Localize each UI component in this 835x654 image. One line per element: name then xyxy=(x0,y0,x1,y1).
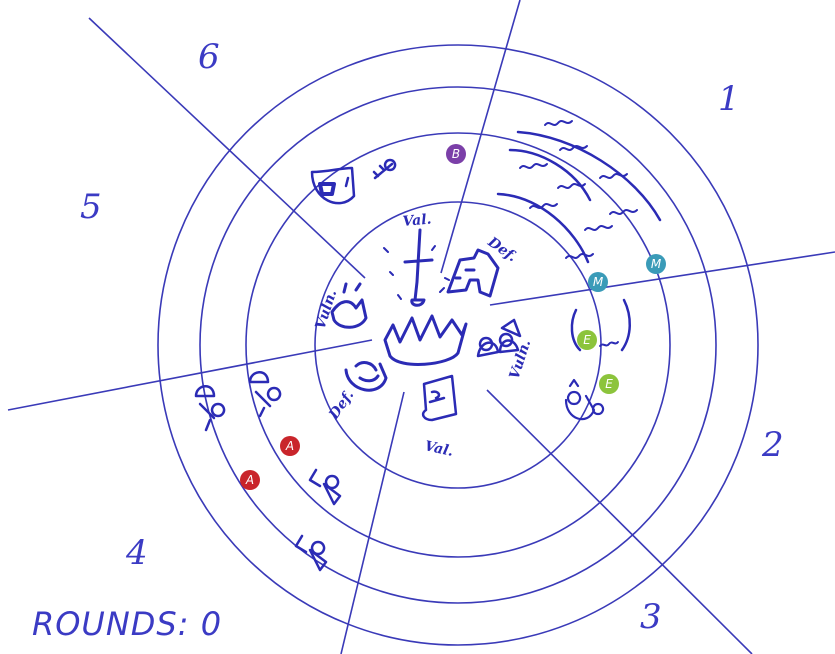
bridge-sketch[interactable] xyxy=(570,298,631,352)
rings xyxy=(157,44,759,646)
ring-second[interactable] xyxy=(245,132,671,558)
ring-third[interactable] xyxy=(199,86,717,604)
center-label-bottom: Val. xyxy=(423,438,455,460)
sector-number-2[interactable]: 2 xyxy=(762,425,784,465)
warriors-sketch[interactable] xyxy=(194,371,342,572)
token-m-outer[interactable]: M xyxy=(646,254,666,274)
cauldron-sketch[interactable]: Def. xyxy=(326,361,388,424)
divider-1-2 xyxy=(489,251,835,306)
castle-sketch[interactable]: Def. xyxy=(446,234,520,298)
token-m-inner[interactable]: M xyxy=(588,272,608,292)
token-a-outer[interactable]: A xyxy=(240,470,260,490)
fort-sketch[interactable]: Vuln. xyxy=(313,282,368,331)
sector-number-6[interactable]: 6 xyxy=(198,37,220,77)
ring-inner[interactable] xyxy=(314,201,602,489)
sector-number-5[interactable]: 5 xyxy=(80,187,102,227)
token-e-outer[interactable]: E xyxy=(599,374,619,394)
divider-6-1 xyxy=(440,0,521,274)
divider-3-4 xyxy=(340,391,405,654)
ring-outer[interactable] xyxy=(157,44,759,646)
sword-sketch[interactable]: Val. xyxy=(383,212,450,307)
divider-2-3 xyxy=(486,389,753,654)
princess-sketch[interactable] xyxy=(564,378,605,421)
divider-5-6 xyxy=(88,17,366,279)
center-label-top-right: Def. xyxy=(484,234,520,266)
sector-number-3[interactable]: 3 xyxy=(640,597,662,637)
sector-dividers xyxy=(7,0,835,654)
villagers-sketch[interactable]: Vuln. xyxy=(476,318,534,381)
crown-sketch[interactable] xyxy=(383,314,468,366)
divider-4-5 xyxy=(7,339,373,411)
sector-number-4[interactable]: 4 xyxy=(126,533,148,573)
token-e-inner[interactable]: E xyxy=(577,330,597,350)
sector-number-1[interactable]: 1 xyxy=(718,79,740,119)
shield-key-sketch[interactable] xyxy=(310,158,397,205)
token-a-inner[interactable]: A xyxy=(280,436,300,456)
rounds-counter: ROUNDS: 0 xyxy=(32,605,223,643)
scroll-sketch[interactable]: Val. xyxy=(421,374,458,460)
center-label-top: Val. xyxy=(402,212,432,230)
center-label-bottom-left: Def. xyxy=(326,387,358,423)
wave-sketches[interactable] xyxy=(496,120,662,264)
token-b[interactable]: B xyxy=(446,144,466,164)
